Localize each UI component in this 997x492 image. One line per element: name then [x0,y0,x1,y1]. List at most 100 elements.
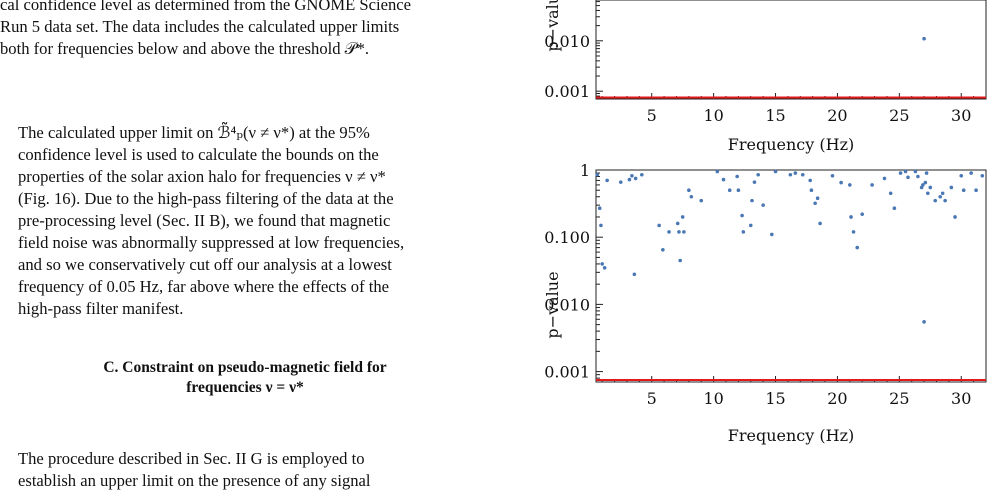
text-line: high-pass filter manifest. [18,299,184,318]
data-point [677,230,681,234]
text-line: The calculated upper limit on ℬ̃⁴ₚ(ν ≠ ν… [18,123,370,142]
data-point [736,188,741,193]
data-point [898,171,903,175]
data-point [926,191,930,196]
text-line: frequency of 0.05 Hz, far above where th… [18,277,390,296]
data-point [969,171,973,175]
data-point [682,230,686,234]
data-point [848,183,852,187]
data-point [689,194,694,199]
paragraph-upper-limit: The calculated upper limit on ℬ̃⁴ₚ(ν ≠ ν… [0,122,490,320]
data-point [851,230,856,234]
paragraph-intro: cal confidence level as determined from … [0,0,490,60]
data-point [974,188,978,193]
data-point [922,36,926,41]
data-point [933,198,938,203]
x-tick-label: 5 [647,389,657,408]
data-point [680,215,685,219]
data-point [924,171,929,175]
data-point [750,198,754,203]
text-line: confidence level is used to calculate th… [18,145,379,164]
text-line: both for frequencies below and above the… [0,39,370,58]
data-point [916,174,920,179]
y-tick-label: 0.010 [544,295,590,314]
data-point [906,175,910,180]
text-line: properties of the solar axion halo for f… [18,167,386,186]
x-tick-label: 15 [765,106,785,125]
data-point [633,176,638,181]
data-point [949,185,954,190]
data-point [953,215,957,219]
heading-line: C. Constraint on pseudo-magnetic field f… [103,359,387,376]
x-tick-label: 15 [765,389,785,408]
data-point [605,178,609,183]
data-point [922,320,926,324]
data-point [809,188,814,193]
data-point [940,191,945,196]
data-point [595,172,600,177]
text-line: The procedure described in Sec. II G is … [18,449,365,468]
y-axis-title: p−value [543,271,562,338]
data-point [721,177,726,182]
x-axis-title: Frequency (Hz) [728,426,855,445]
pvalue-chart-bottom: 5 10 15 20 25 30 1 0.100 0.010 0.001 Frequency (Hz… [543,161,987,445]
data-point [675,221,680,226]
x-axis-title: Frequency (Hz) [728,135,855,154]
data-point [667,230,671,234]
data-point [903,169,908,174]
data-point [773,169,778,174]
data-point [600,262,604,266]
data-point [727,188,732,193]
data-point [627,177,632,182]
data-point [715,169,720,174]
data-point [943,198,947,203]
y-tick-label: 0.001 [544,82,590,101]
data-point [959,173,964,178]
data-point [661,247,665,252]
y-tick-label: 1 [580,161,590,180]
data-point [980,173,985,178]
data-point [928,185,933,190]
figure-column: 5 10 15 20 25 30 0.010 0.001 Frequency (Hz) p−val… [540,0,997,471]
y-tick-label: 0.010 [544,32,590,51]
data-point [813,201,817,206]
data-point [923,180,928,185]
data-point [640,172,644,177]
y-tick-label: 0.100 [544,228,590,247]
data-point [735,174,739,179]
y-axis-title: p−value [543,0,562,52]
x-tick-label: 10 [703,389,723,408]
data-point [597,206,602,211]
plot-frame [595,169,987,383]
x-tick-label: 10 [703,106,723,125]
y-tick-label: 0.001 [544,363,590,382]
data-point [740,213,744,218]
data-point [687,188,691,193]
heading-line: frequencies ν = ν* [186,379,304,396]
data-point [839,180,843,185]
paragraph-procedure: The procedure described in Sec. II G is … [0,448,490,492]
data-point [748,223,753,228]
data-point [657,223,661,228]
data-point [888,191,893,196]
data-point [892,206,897,211]
data-point [761,203,765,207]
pvalue-chart-top: 5 10 15 20 25 30 0.010 0.001 Frequency (Hz) p−val… [543,0,987,154]
text-line: establish an upper limit on the presence… [18,471,371,490]
plot-frame [595,0,987,100]
data-point [788,172,793,177]
data-point [815,196,820,201]
data-point [756,172,760,177]
data-point [678,258,682,263]
data-point [699,198,704,203]
text-line: pre-processing level (Sec. II B), we fou… [18,211,391,230]
data-point [632,272,637,277]
text-line: Run 5 data set. The data includes the ca… [0,17,400,36]
data-point [770,232,774,237]
x-tick-label: 30 [951,389,971,408]
data-point [849,215,853,219]
data-point [741,230,746,234]
data-point [630,173,634,178]
x-tick-label: 20 [827,106,847,125]
data-point [860,212,864,216]
